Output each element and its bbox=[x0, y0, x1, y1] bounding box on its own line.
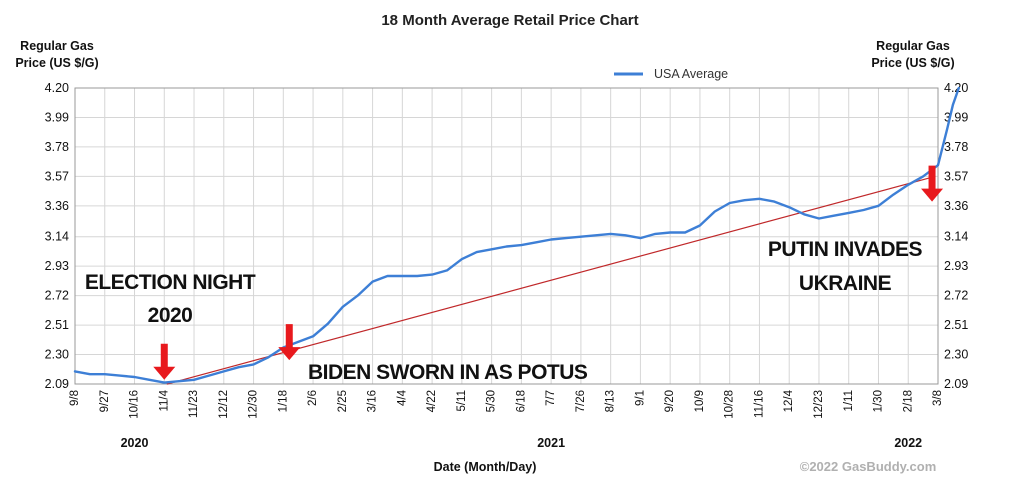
x-tick-label: 11/4 bbox=[158, 389, 170, 411]
x-tick-label: 9/1 bbox=[634, 390, 646, 406]
y-tick-label-left: 3.14 bbox=[45, 230, 69, 244]
y-tick-label-left: 4.20 bbox=[45, 81, 69, 95]
left-axis-title: Regular Gas Price (US $/G) bbox=[15, 39, 98, 70]
x-tick-label: 1/18 bbox=[277, 390, 289, 412]
x-tick-label: 8/13 bbox=[605, 390, 617, 412]
series bbox=[73, 86, 960, 385]
x-year-label: 2022 bbox=[894, 436, 922, 450]
x-tick-label: 6/18 bbox=[515, 390, 527, 412]
annotation-arrow bbox=[921, 165, 944, 202]
y-tick-label-right: 2.72 bbox=[944, 289, 968, 303]
x-year-label: 2021 bbox=[537, 436, 565, 450]
x-tick-label: 2/6 bbox=[307, 390, 319, 406]
y-tick-label-left: 3.78 bbox=[45, 140, 69, 154]
annotation-putin-line-1: PUTIN INVADES bbox=[768, 238, 923, 261]
x-tick-label: 7/7 bbox=[545, 390, 557, 406]
x-tick-label: 5/11 bbox=[456, 390, 468, 412]
y-tick-label-right: 3.14 bbox=[944, 230, 968, 244]
x-tick-label: 12/30 bbox=[248, 390, 260, 419]
legend-label: USA Average bbox=[654, 67, 728, 81]
y-tick-label-right: 2.51 bbox=[944, 318, 968, 332]
x-tick-label: 1/30 bbox=[873, 390, 885, 412]
x-tick-label: 4/4 bbox=[396, 389, 408, 406]
y-tick-label-left: 2.93 bbox=[45, 259, 69, 273]
x-tick-label: 9/20 bbox=[664, 390, 676, 412]
x-tick-label: 2/25 bbox=[337, 390, 349, 412]
y-tick-label-right: 4.20 bbox=[944, 81, 968, 95]
copyright: ©2022 GasBuddy.com bbox=[800, 459, 937, 474]
y-tick-label-right: 3.36 bbox=[944, 199, 968, 213]
right-axis-title-line-2: Price (US $/G) bbox=[871, 56, 954, 70]
x-tick-label: 2/18 bbox=[902, 390, 914, 412]
annotation-putin-line-2: UKRAINE bbox=[799, 272, 892, 295]
y-tick-label-right: 2.30 bbox=[944, 348, 968, 362]
annotations: ELECTION NIGHT 2020 BIDEN SWORN IN AS PO… bbox=[85, 165, 944, 384]
right-axis-title-line-1: Regular Gas bbox=[876, 39, 950, 53]
annotation-biden: BIDEN SWORN IN AS POTUS bbox=[308, 361, 588, 384]
x-tick-label: 4/22 bbox=[426, 390, 438, 412]
x-tick-label: 10/9 bbox=[694, 390, 706, 412]
y-tick-label-left: 3.57 bbox=[45, 169, 69, 183]
left-axis-title-line-1: Regular Gas bbox=[20, 39, 94, 53]
x-axis-title: Date (Month/Day) bbox=[434, 460, 537, 474]
x-tick-label: 12/4 bbox=[783, 389, 795, 412]
x-tick-label: 10/28 bbox=[724, 390, 736, 419]
x-year-label: 2020 bbox=[121, 436, 149, 450]
y-tick-label-left: 3.99 bbox=[45, 110, 69, 124]
y-axis-left: 4.20 3.99 3.78 3.57 3.36 3.14 2.93 2.72 2.51 2.30… bbox=[45, 81, 69, 391]
x-tick-label: 5/30 bbox=[486, 390, 498, 412]
chart-title: 18 Month Average Retail Price Chart bbox=[381, 12, 638, 29]
x-tick-label: 1/11 bbox=[843, 390, 855, 412]
series-line-usa-average bbox=[73, 86, 960, 384]
annotation-arrow bbox=[153, 343, 176, 380]
x-tick-label: 9/27 bbox=[99, 390, 111, 412]
x-tick-label: 7/26 bbox=[575, 390, 587, 412]
x-tick-label: 12/12 bbox=[218, 390, 230, 419]
right-axis-title: Regular Gas Price (US $/G) bbox=[871, 39, 954, 70]
legend: USA Average bbox=[614, 67, 728, 81]
y-tick-label-left: 3.36 bbox=[45, 199, 69, 213]
x-tick-label: 12/23 bbox=[813, 390, 825, 419]
annotation-election-line-2: 2020 bbox=[148, 304, 193, 327]
y-tick-label-left: 2.51 bbox=[45, 318, 69, 332]
left-axis-title-line-2: Price (US $/G) bbox=[15, 56, 98, 70]
annotation-election-line-1: ELECTION NIGHT bbox=[85, 271, 256, 294]
x-tick-label: 10/16 bbox=[129, 390, 141, 419]
x-tick-label: 11/23 bbox=[188, 390, 200, 418]
x-axis: 9/8 9/27 10/16 11/4 11/23 12/12 12/30 1/18 2/6 2/… bbox=[69, 389, 944, 418]
y-tick-label-left: 2.09 bbox=[45, 377, 69, 391]
x-tick-label: 3/16 bbox=[367, 390, 379, 412]
y-tick-label-right: 2.09 bbox=[944, 377, 968, 391]
x-axis-years: 2020 2021 2022 bbox=[121, 436, 923, 450]
y-tick-label-left: 2.72 bbox=[45, 289, 69, 303]
x-tick-label: 11/16 bbox=[753, 390, 765, 418]
y-tick-label-right: 2.93 bbox=[944, 259, 968, 273]
y-tick-label-right: 3.78 bbox=[944, 140, 968, 154]
y-tick-label-left: 2.30 bbox=[45, 348, 69, 362]
y-tick-label-right: 3.57 bbox=[944, 169, 968, 183]
x-tick-label: 9/8 bbox=[69, 390, 81, 406]
annotation-arrow bbox=[278, 324, 301, 361]
grid bbox=[74, 87, 939, 385]
x-tick-label: 3/8 bbox=[932, 390, 944, 406]
plot-frame bbox=[74, 87, 939, 385]
